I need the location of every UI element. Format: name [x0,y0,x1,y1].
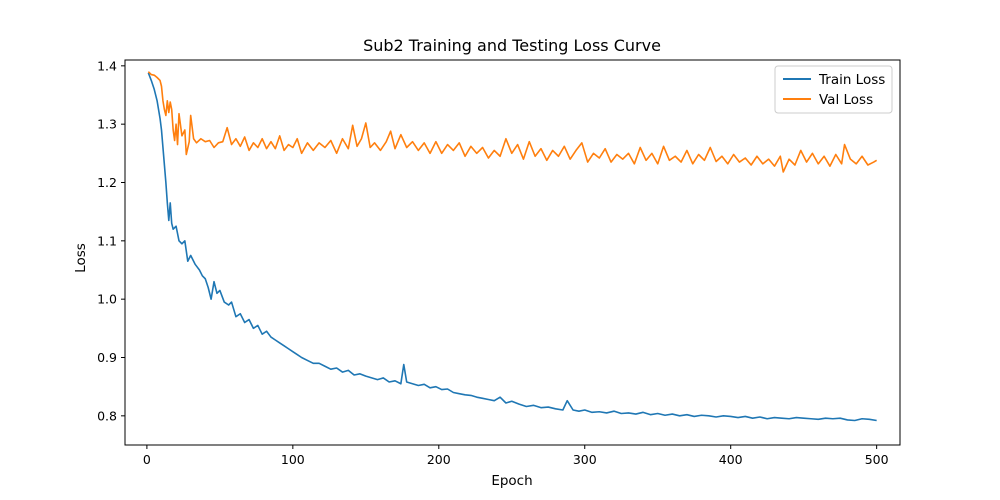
y-axis: 0.8 0.9 1.0 1.1 1.2 1.3 1.4 [97,58,125,423]
y-tick-label: 1.4 [97,58,117,73]
plot-frame [124,59,901,446]
x-axis: 0 100 200 300 400 500 [143,445,889,467]
y-tick-label: 1.3 [97,117,117,132]
legend-label-train-loss: Train Loss [818,72,885,88]
x-tick-label: 0 [143,452,151,467]
y-tick-label: 0.9 [97,350,117,365]
x-tick-label: 300 [573,452,597,467]
series-lines [147,71,878,422]
chart-title: Sub2 Training and Testing Loss Curve [363,36,661,55]
series-line-train-loss [147,72,877,422]
x-axis-label: Epoch [491,473,532,489]
x-tick-label: 400 [719,452,743,467]
y-tick-label: 0.8 [97,408,117,423]
legend: Train Loss Val Loss [774,65,893,114]
legend-label-val-loss: Val Loss [819,92,873,108]
x-tick-label: 500 [865,452,889,467]
plot-background [125,60,900,445]
y-tick-label: 1.1 [97,233,117,248]
legend-box [774,65,893,114]
y-tick-label: 1.0 [97,292,117,307]
plot-area [124,59,901,446]
y-tick-label: 1.2 [97,175,117,190]
series-line-val-loss [147,71,878,173]
x-tick-label: 200 [427,452,451,467]
y-axis-label: Loss [73,243,89,273]
x-tick-label: 100 [281,452,305,467]
